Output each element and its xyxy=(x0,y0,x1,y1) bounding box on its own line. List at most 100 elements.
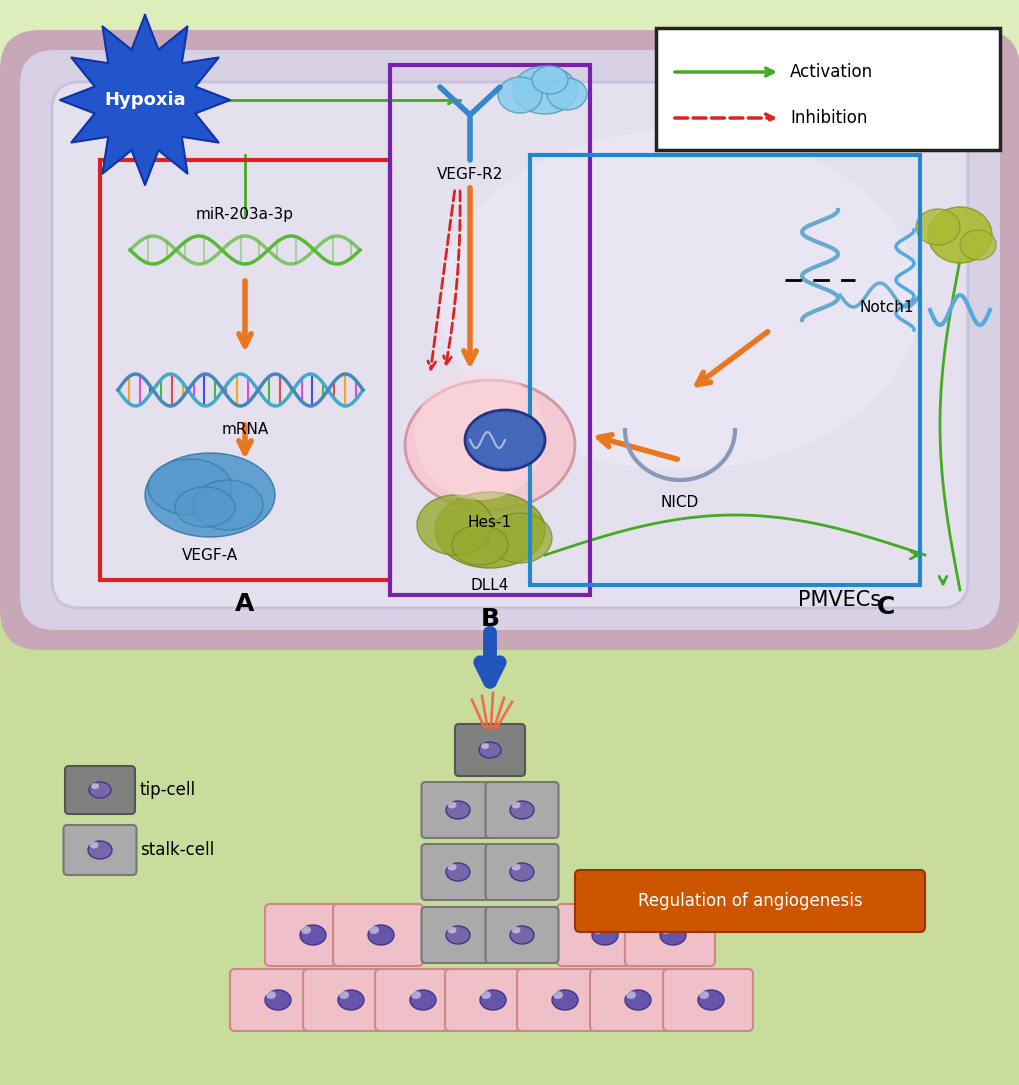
Polygon shape xyxy=(60,15,229,186)
FancyBboxPatch shape xyxy=(0,30,1019,650)
Text: DLL4: DLL4 xyxy=(471,578,508,593)
Ellipse shape xyxy=(697,990,723,1010)
Ellipse shape xyxy=(410,990,435,1010)
Ellipse shape xyxy=(445,926,470,944)
FancyBboxPatch shape xyxy=(65,766,135,814)
Ellipse shape xyxy=(551,990,578,1010)
Text: A: A xyxy=(235,592,255,616)
FancyBboxPatch shape xyxy=(421,907,494,963)
Circle shape xyxy=(415,370,544,500)
Ellipse shape xyxy=(405,380,575,510)
Ellipse shape xyxy=(959,230,995,260)
Ellipse shape xyxy=(915,209,959,245)
FancyBboxPatch shape xyxy=(655,28,999,150)
FancyBboxPatch shape xyxy=(421,782,494,838)
FancyBboxPatch shape xyxy=(517,969,606,1031)
Ellipse shape xyxy=(88,841,112,859)
Ellipse shape xyxy=(497,77,541,113)
Text: mRNA: mRNA xyxy=(221,422,268,437)
Text: NICD: NICD xyxy=(660,495,698,510)
Ellipse shape xyxy=(481,991,490,999)
Text: Activation: Activation xyxy=(790,63,872,81)
Ellipse shape xyxy=(625,990,650,1010)
Ellipse shape xyxy=(447,864,457,870)
Text: stalk-cell: stalk-cell xyxy=(140,841,214,859)
Ellipse shape xyxy=(546,78,586,110)
Text: Notch1: Notch1 xyxy=(859,299,914,315)
Ellipse shape xyxy=(479,742,500,758)
Ellipse shape xyxy=(445,801,470,819)
Ellipse shape xyxy=(417,495,492,556)
Ellipse shape xyxy=(465,410,544,470)
Ellipse shape xyxy=(698,991,708,999)
Text: PMVECs: PMVECs xyxy=(798,590,880,610)
Text: miR-203a-3p: miR-203a-3p xyxy=(196,207,293,222)
Ellipse shape xyxy=(447,927,457,933)
Ellipse shape xyxy=(439,130,919,470)
FancyBboxPatch shape xyxy=(63,825,137,875)
FancyBboxPatch shape xyxy=(589,969,680,1031)
FancyBboxPatch shape xyxy=(229,969,320,1031)
FancyBboxPatch shape xyxy=(485,844,558,899)
FancyBboxPatch shape xyxy=(575,870,924,932)
Text: C: C xyxy=(875,595,894,620)
Ellipse shape xyxy=(487,513,551,563)
Ellipse shape xyxy=(510,801,534,819)
Ellipse shape xyxy=(447,802,457,808)
FancyBboxPatch shape xyxy=(303,969,392,1031)
FancyBboxPatch shape xyxy=(265,904,355,966)
Ellipse shape xyxy=(532,66,568,94)
Ellipse shape xyxy=(591,926,618,945)
Ellipse shape xyxy=(301,926,311,934)
Ellipse shape xyxy=(513,66,577,114)
Text: Hes-1: Hes-1 xyxy=(468,515,512,529)
Ellipse shape xyxy=(337,990,364,1010)
Text: Inhibition: Inhibition xyxy=(790,108,866,127)
Ellipse shape xyxy=(265,990,290,1010)
FancyBboxPatch shape xyxy=(556,904,646,966)
FancyBboxPatch shape xyxy=(0,0,1019,600)
Ellipse shape xyxy=(266,991,276,999)
Ellipse shape xyxy=(927,207,991,263)
Ellipse shape xyxy=(660,926,671,934)
Text: Hypoxia: Hypoxia xyxy=(104,91,185,108)
FancyBboxPatch shape xyxy=(52,82,967,608)
Ellipse shape xyxy=(91,783,99,789)
FancyBboxPatch shape xyxy=(20,50,999,630)
FancyBboxPatch shape xyxy=(625,904,714,966)
Ellipse shape xyxy=(434,492,544,569)
Ellipse shape xyxy=(511,864,520,870)
Ellipse shape xyxy=(445,863,470,881)
Ellipse shape xyxy=(175,487,234,527)
FancyBboxPatch shape xyxy=(332,904,423,966)
Text: VEGF-R2: VEGF-R2 xyxy=(436,167,502,182)
FancyBboxPatch shape xyxy=(454,724,525,776)
Ellipse shape xyxy=(145,454,275,537)
Ellipse shape xyxy=(193,480,263,529)
Ellipse shape xyxy=(626,991,636,999)
Ellipse shape xyxy=(148,459,231,515)
FancyBboxPatch shape xyxy=(485,782,558,838)
Text: Regulation of angiogenesis: Regulation of angiogenesis xyxy=(637,892,861,910)
FancyBboxPatch shape xyxy=(375,969,465,1031)
FancyBboxPatch shape xyxy=(662,969,752,1031)
FancyBboxPatch shape xyxy=(0,600,1019,1085)
Ellipse shape xyxy=(369,926,379,934)
Ellipse shape xyxy=(511,802,520,808)
Text: tip-cell: tip-cell xyxy=(140,781,196,799)
Ellipse shape xyxy=(300,926,326,945)
FancyBboxPatch shape xyxy=(421,844,494,899)
Text: VEGF-A: VEGF-A xyxy=(181,548,237,563)
Ellipse shape xyxy=(89,782,111,797)
Ellipse shape xyxy=(338,991,348,999)
Ellipse shape xyxy=(510,863,534,881)
Ellipse shape xyxy=(411,991,421,999)
Ellipse shape xyxy=(368,926,393,945)
Text: B: B xyxy=(480,607,499,631)
Ellipse shape xyxy=(592,926,602,934)
Ellipse shape xyxy=(90,842,99,848)
Ellipse shape xyxy=(552,991,562,999)
Ellipse shape xyxy=(451,525,507,565)
Ellipse shape xyxy=(659,926,686,945)
Ellipse shape xyxy=(511,927,520,933)
